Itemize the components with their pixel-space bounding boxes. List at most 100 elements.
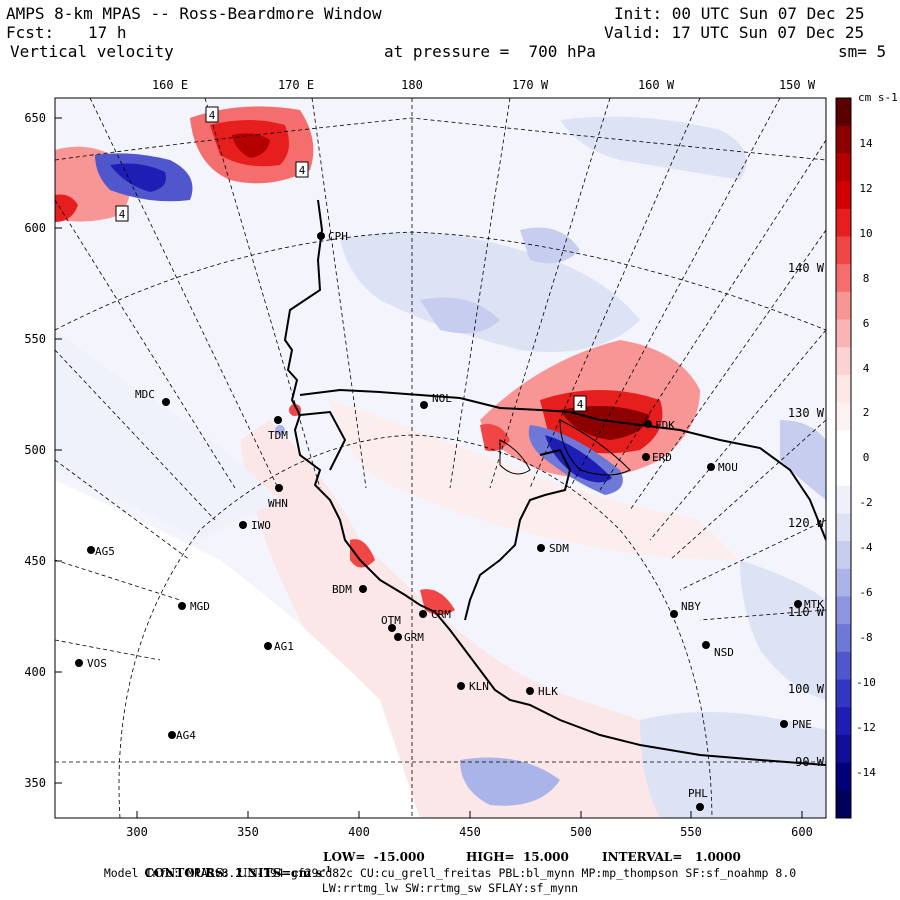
lon-label: 130 W: [788, 406, 825, 420]
station-label: CPH: [328, 230, 348, 243]
colorbar-label: 12: [859, 182, 872, 195]
contour-label: 4: [209, 109, 216, 122]
y-tick-label: 650: [24, 111, 46, 125]
colorbar-label: -6: [859, 586, 872, 599]
lon-label: 120 W: [788, 516, 825, 530]
contours-low: LOW= -15.000: [323, 850, 425, 864]
station-label: KLN: [469, 680, 489, 693]
y-tick-label: 350: [24, 776, 46, 790]
pressure-level: at pressure = 700 hPa: [384, 42, 596, 61]
contours-units: CONTOURS: UNITS=cm s: [144, 866, 323, 880]
contours-high: HIGH= 15.000: [466, 850, 569, 864]
station-label: WHN: [268, 497, 288, 510]
x-tick-label: 400: [348, 825, 370, 839]
contours-interval: INTERVAL= 1.0000: [602, 850, 741, 864]
x-tick-label: 300: [126, 825, 148, 839]
colorbar-swatch: [836, 762, 851, 791]
graticule: [55, 98, 826, 818]
coastline: [283, 199, 826, 766]
colorbar-swatch: [836, 679, 851, 708]
map-frame: [54, 97, 827, 819]
lon-label: 100 W: [788, 682, 825, 696]
station-label: PHL: [688, 787, 708, 800]
colorbar-label: 14: [859, 137, 873, 150]
colorbar-label: -4: [859, 541, 873, 554]
colorbar-swatch: [836, 264, 851, 293]
colorbar-label: 8: [863, 272, 870, 285]
contour-labels: 4 4 4 4: [115, 106, 587, 412]
colorbar-label: 6: [863, 317, 870, 330]
station-label: MGD: [190, 600, 210, 613]
station-label: NOL: [432, 392, 452, 405]
smoothing: sm= 5: [838, 42, 887, 61]
station-label: AG1: [274, 640, 294, 653]
colorbar-swatch: [836, 181, 851, 210]
lon-label: 160 E: [152, 78, 188, 92]
colorbar: [835, 97, 852, 819]
station-label: NSD: [714, 646, 734, 659]
station-label: OTM: [381, 614, 401, 627]
x-tick-label: 350: [237, 825, 259, 839]
map-field: [55, 98, 826, 818]
colorbar-swatch: [836, 236, 851, 265]
colorbar-swatch: [836, 596, 851, 625]
colorbar-label: -10: [856, 676, 876, 689]
fcst-label: Fcst:: [6, 23, 55, 42]
map-title: AMPS 8-km MPAS -- Ross-Beardmore Window: [6, 4, 382, 23]
station-label: HLK: [538, 685, 558, 698]
colorbar-swatch: [836, 319, 851, 348]
station-label: BDM: [332, 583, 352, 596]
lon-label: 110 W: [788, 605, 825, 619]
station-label: GRM: [404, 631, 424, 644]
colorbar-label: -12: [856, 721, 876, 734]
lon-label: 170 E: [278, 78, 314, 92]
contour-label: 4: [119, 208, 126, 221]
colorbar-swatch: [836, 624, 851, 653]
colorbar-swatch: [836, 651, 851, 681]
longitude-labels-top: 160 E 170 E 180 170 W 160 W 150 W: [152, 78, 816, 92]
station-label: VOS: [87, 657, 107, 670]
colorbar-swatch: [836, 98, 851, 127]
valid-time: Valid: 17 UTC Sun 07 Dec 25: [604, 23, 865, 42]
colorbar-label: -2: [859, 496, 872, 509]
init-time: Init: 00 UTC Sun 07 Dec 25: [614, 4, 865, 23]
x-tick-label: 500: [570, 825, 592, 839]
colorbar-label: 4: [863, 362, 870, 375]
colorbar-label: 2: [863, 406, 870, 419]
colorbar-swatch: [836, 374, 851, 404]
lon-label: 150 W: [779, 78, 816, 92]
colorbar-swatch: [836, 790, 851, 819]
colorbar-swatch: [836, 402, 851, 431]
colorbar-labels: cm s-1 14 12 10 8 6 4 2 0 -2 -4 -6 -8 -1…: [856, 91, 898, 779]
station-label: SDM: [549, 542, 569, 555]
station-label: IWO: [251, 519, 271, 532]
y-tick-label: 400: [24, 665, 46, 679]
colorbar-swatch: [836, 347, 851, 376]
contours-info: CONTOURS: UNITS=cm s-1: [136, 850, 331, 880]
station-label: TDM: [268, 429, 288, 442]
colorbar-swatch: [836, 125, 851, 154]
lon-label: 180: [401, 78, 423, 92]
x-axis: 300 350 400 450 500 550 600: [126, 811, 813, 839]
lon-label: 140 W: [788, 261, 825, 275]
station-label: NBY: [681, 600, 701, 613]
colorbar-swatch: [836, 430, 851, 459]
lon-label: 160 W: [638, 78, 675, 92]
station-label: MDC: [135, 388, 155, 401]
colorbar-swatch: [836, 291, 851, 321]
fcst-value: 17 h: [88, 23, 127, 42]
y-tick-label: 500: [24, 443, 46, 457]
longitude-labels-right: 140 W 130 W 120 W 110 W 100 W 90 W: [788, 261, 825, 769]
colorbar-label: -14: [856, 766, 876, 779]
x-tick-label: 600: [791, 825, 813, 839]
colorbar-swatch: [836, 458, 851, 487]
x-tick-label: 550: [680, 825, 702, 839]
station-label: CRM: [431, 608, 451, 621]
colorbar-swatch: [836, 513, 851, 542]
contours-units-sup: -1: [322, 864, 332, 874]
station-label: MOU: [718, 461, 738, 474]
y-tick-label: 550: [24, 332, 46, 346]
model-info-2: LW:rrtmg_lw SW:rrtmg_sw SFLAY:sf_mynn: [321, 881, 579, 895]
y-tick-label: 600: [24, 221, 46, 235]
